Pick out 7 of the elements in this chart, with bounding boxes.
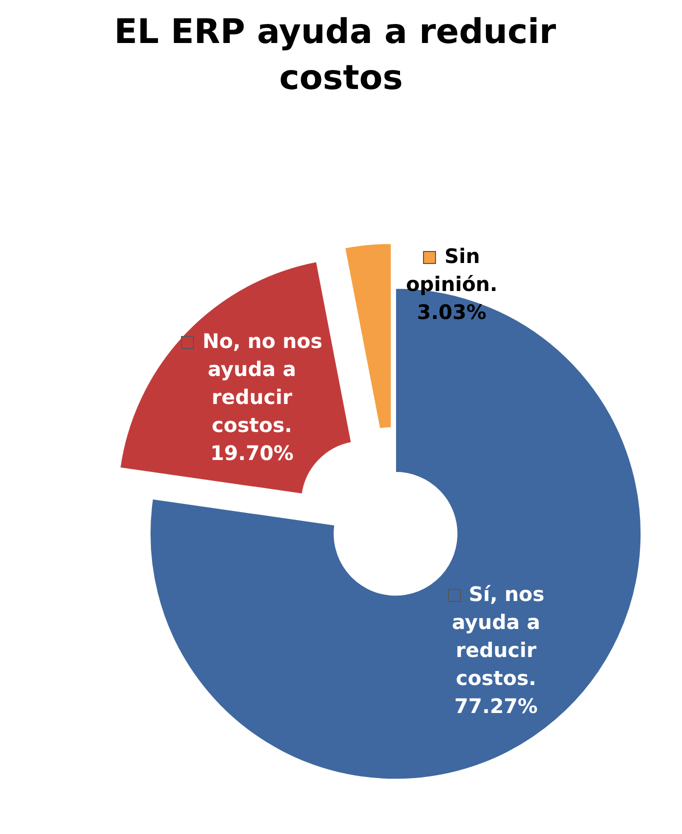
legend-label: Sí, nos ayuda a reducir costos. bbox=[452, 582, 544, 690]
data-label: 3.03% bbox=[417, 300, 486, 324]
chart-title: EL ERP ayuda a reducir costos bbox=[114, 12, 568, 98]
data-label: 77.27% bbox=[454, 694, 538, 718]
data-label: 19.70% bbox=[210, 440, 294, 465]
legend-label: No, no nos ayuda a reducir costos. bbox=[202, 328, 322, 437]
legend-label: Sin opinión. bbox=[406, 244, 498, 296]
